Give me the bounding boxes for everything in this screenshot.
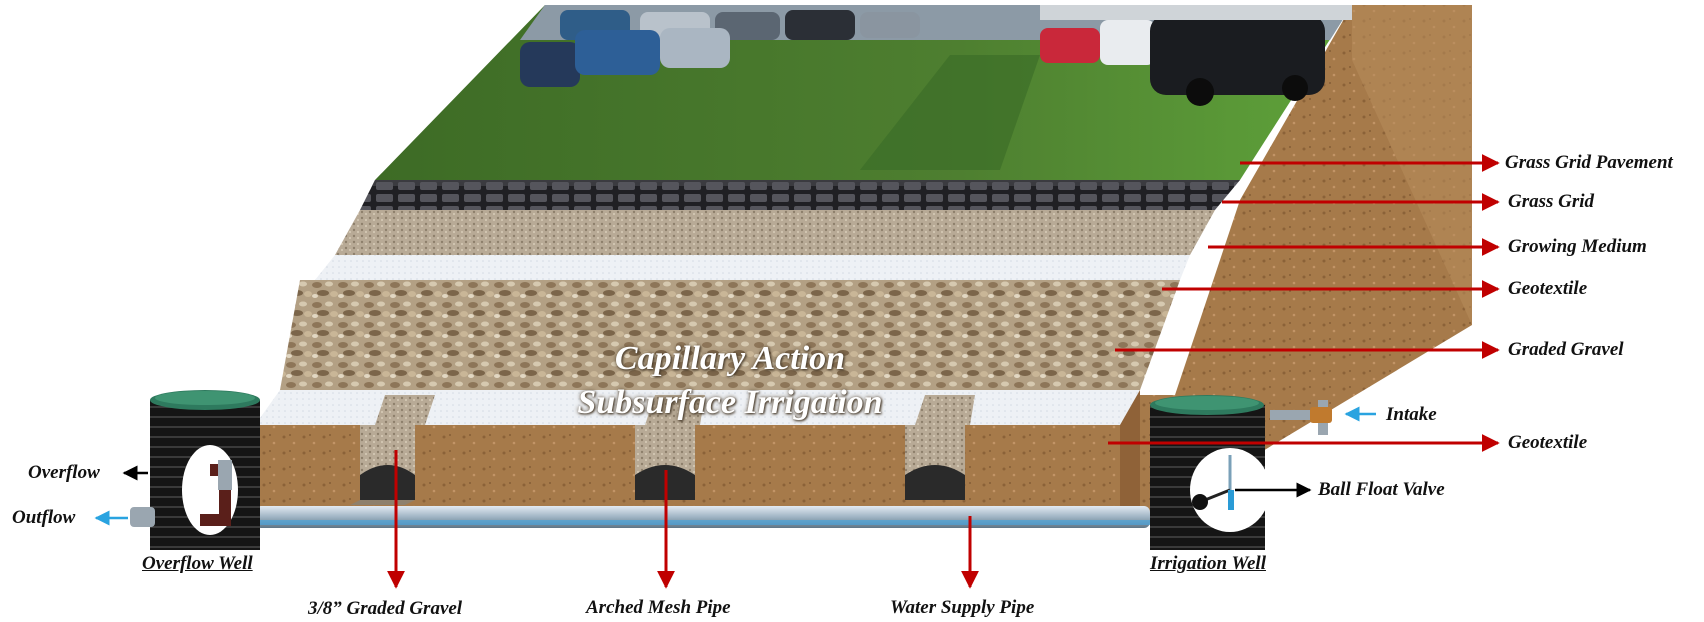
label-outflow: Outflow — [12, 507, 76, 528]
grass-pavement-photo — [375, 5, 1352, 180]
center-title-line2: Subsurface Irrigation — [577, 384, 883, 421]
label-grass-grid: Grass Grid — [1508, 191, 1595, 212]
label-geotextile-upper: Geotextile — [1508, 278, 1588, 299]
intake-valve — [1270, 400, 1332, 435]
irrigation-well — [1150, 395, 1270, 550]
geotextile-upper-layer — [315, 255, 1190, 280]
label-geotextile-lower: Geotextile — [1508, 432, 1588, 453]
label-intake: Intake — [1386, 404, 1437, 425]
label-growing-medium: Growing Medium — [1508, 236, 1647, 257]
component-arrows — [94, 406, 1376, 526]
label-graded-gravel-3-8: 3/8” Graded Gravel — [308, 598, 463, 619]
label-grass-grid-pavement: Grass Grid Pavement — [1505, 152, 1673, 173]
label-overflow: Overflow — [28, 462, 100, 483]
label-graded-gravel: Graded Gravel — [1508, 339, 1624, 360]
center-title-line1: Capillary Action — [614, 340, 846, 377]
layer-leader-arrows — [387, 154, 1500, 589]
growing-medium-layer — [335, 210, 1215, 255]
grass-grid-layer — [360, 180, 1240, 210]
label-ball-float-valve: Ball Float Valve — [1318, 479, 1445, 500]
label-overflow-well: Overflow Well — [142, 553, 253, 574]
label-arched-mesh-pipe: Arched Mesh Pipe — [586, 597, 731, 618]
graded-gravel-layer — [280, 280, 1180, 390]
label-water-supply-pipe: Water Supply Pipe — [890, 597, 1035, 618]
overflow-well — [130, 390, 260, 550]
label-irrigation-well: Irrigation Well — [1150, 553, 1266, 574]
